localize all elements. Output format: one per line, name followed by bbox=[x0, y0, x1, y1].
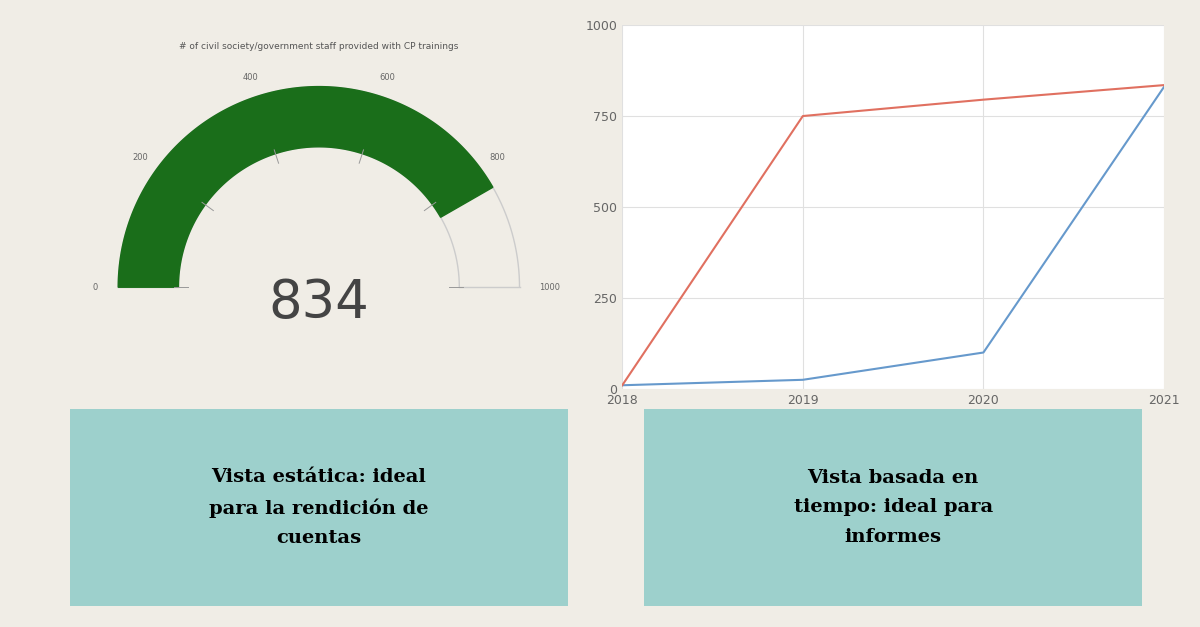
Text: 1000: 1000 bbox=[540, 283, 560, 292]
Stalled bbox=[616, 381, 630, 389]
Text: # of civil society/government staff provided with CP trainings: # of civil society/government staff prov… bbox=[179, 43, 458, 51]
Text: 0: 0 bbox=[92, 283, 98, 292]
Recent bbox=[977, 349, 991, 356]
Legend: Recent, Stalled: Recent, Stalled bbox=[774, 0, 925, 7]
FancyBboxPatch shape bbox=[70, 409, 568, 606]
Text: 834: 834 bbox=[269, 277, 370, 329]
FancyBboxPatch shape bbox=[644, 409, 1142, 606]
Text: Vista basada en
tiempo: ideal para
informes: Vista basada en tiempo: ideal para infor… bbox=[793, 469, 992, 545]
Stalled bbox=[977, 96, 991, 103]
Text: 200: 200 bbox=[132, 153, 148, 162]
Recent bbox=[1157, 83, 1171, 91]
Stalled bbox=[1157, 82, 1171, 89]
Text: 800: 800 bbox=[490, 153, 505, 162]
Recent bbox=[796, 376, 810, 384]
Text: 600: 600 bbox=[379, 73, 395, 82]
Line: Stalled: Stalled bbox=[623, 85, 1164, 385]
Text: 400: 400 bbox=[242, 73, 258, 82]
Polygon shape bbox=[119, 87, 493, 287]
Line: Recent: Recent bbox=[623, 87, 1164, 385]
Text: Vista estática: ideal
para la rendición de
cuentas: Vista estática: ideal para la rendición … bbox=[209, 468, 428, 547]
Stalled bbox=[796, 112, 810, 120]
Recent bbox=[616, 381, 630, 389]
